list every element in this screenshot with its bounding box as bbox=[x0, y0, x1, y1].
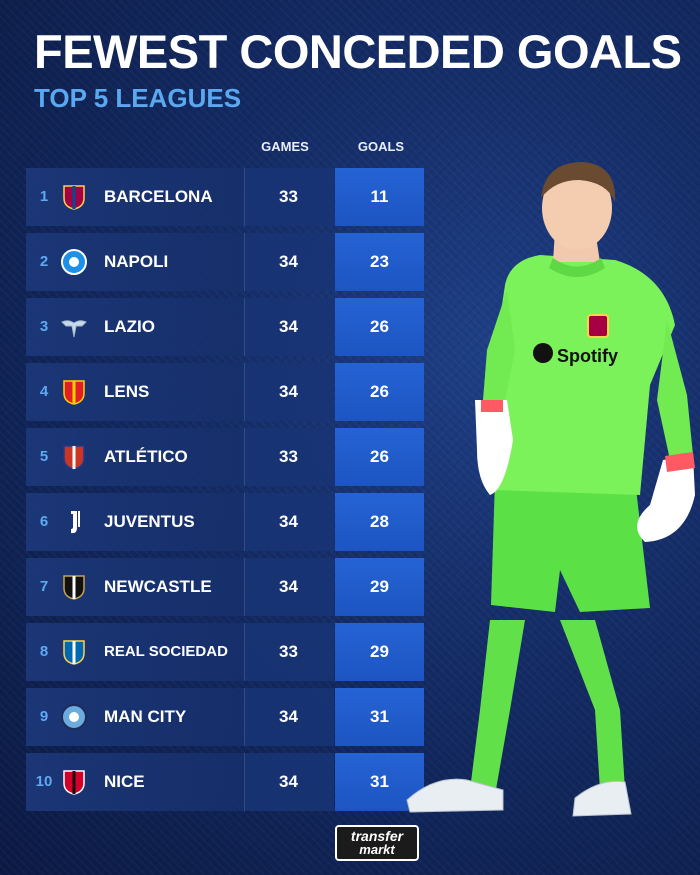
row-background bbox=[26, 363, 244, 421]
row-background bbox=[26, 298, 244, 356]
table-row: 6 JUVENTUS 34 28 bbox=[0, 493, 440, 551]
goals-cell-background bbox=[335, 493, 424, 551]
rank-number: 10 bbox=[35, 773, 53, 790]
games-value: 33 bbox=[279, 187, 298, 206]
goalkeeper-illustration: Spotify bbox=[406, 162, 695, 817]
goals-cell-background bbox=[335, 298, 424, 356]
standings-table: 1 BARCELONA 33 11 2 NAPOLI 34 23 3 LAZIO 34 26 4 LENS… bbox=[0, 168, 440, 818]
brand-line-1: transfer bbox=[350, 828, 404, 844]
goals-value: 26 bbox=[370, 447, 389, 466]
goals-cell-background bbox=[335, 233, 424, 291]
row-background bbox=[26, 753, 244, 811]
games-cell-background bbox=[244, 688, 334, 746]
goals-cell-background bbox=[335, 363, 424, 421]
rank-number: 6 bbox=[39, 513, 49, 530]
games-value: 34 bbox=[279, 577, 298, 596]
rank-number: 5 bbox=[39, 448, 49, 465]
games-value: 34 bbox=[279, 317, 298, 336]
table-row: 9 MAN CITY 34 31 bbox=[0, 688, 440, 746]
rank-number: 1 bbox=[39, 188, 49, 205]
team-name: ATLÉTICO bbox=[104, 447, 188, 466]
goals-value: 28 bbox=[370, 512, 389, 531]
games-value: 34 bbox=[279, 252, 298, 271]
man-city-crest-icon bbox=[61, 704, 87, 730]
table-row: 1 BARCELONA 33 11 bbox=[0, 168, 440, 226]
atletico-crest-icon bbox=[63, 445, 85, 470]
games-value: 34 bbox=[279, 707, 298, 726]
rank-number: 3 bbox=[39, 318, 49, 335]
table-row: 2 NAPOLI 34 23 bbox=[0, 233, 440, 291]
team-name: NAPOLI bbox=[104, 252, 169, 271]
team-name: LENS bbox=[104, 382, 150, 401]
row-background bbox=[26, 623, 244, 681]
rank-number: 7 bbox=[39, 578, 49, 595]
games-value: 33 bbox=[279, 642, 298, 661]
table-row: 7 NEWCASTLE 34 29 bbox=[0, 558, 440, 616]
goals-value: 26 bbox=[370, 382, 389, 401]
team-name: MAN CITY bbox=[104, 707, 187, 726]
rank-number: 4 bbox=[39, 383, 49, 400]
team-name: LAZIO bbox=[104, 317, 155, 336]
juventus-j-icon bbox=[71, 511, 80, 534]
team-name: BARCELONA bbox=[104, 187, 213, 206]
goals-value: 31 bbox=[370, 772, 389, 791]
team-name: NICE bbox=[104, 772, 145, 791]
row-background bbox=[26, 558, 244, 616]
goals-value: 23 bbox=[370, 252, 389, 271]
goals-cell-background bbox=[335, 428, 424, 486]
games-cell-background bbox=[244, 623, 334, 681]
team-name: NEWCASTLE bbox=[104, 577, 212, 596]
row-background bbox=[26, 168, 244, 226]
games-cell-background bbox=[244, 493, 334, 551]
real-sociedad-crest-icon bbox=[63, 640, 85, 665]
goals-value: 26 bbox=[370, 317, 389, 336]
table-row: 8 REAL SOCIEDAD 33 29 bbox=[0, 623, 440, 681]
column-header-games: GAMES bbox=[261, 139, 309, 154]
column-header-goals: GOALS bbox=[357, 139, 405, 154]
games-cell-background bbox=[244, 428, 334, 486]
games-cell-background bbox=[244, 558, 334, 616]
games-value: 34 bbox=[279, 382, 298, 401]
team-name: JUVENTUS bbox=[104, 512, 195, 531]
games-cell-background bbox=[244, 233, 334, 291]
goals-value: 11 bbox=[370, 187, 389, 206]
team-name: REAL SOCIEDAD bbox=[104, 643, 228, 660]
table-row: 5 ATLÉTICO 33 26 bbox=[0, 428, 440, 486]
rank-number: 2 bbox=[39, 253, 49, 270]
row-background bbox=[26, 493, 244, 551]
table-row: 10 NICE 34 31 bbox=[0, 753, 440, 811]
games-cell-background bbox=[244, 168, 334, 226]
page-subtitle: TOP 5 LEAGUES bbox=[34, 83, 242, 113]
goals-cell-background bbox=[335, 623, 424, 681]
sponsor-text: Spotify bbox=[557, 346, 618, 366]
table-row: 4 LENS 34 26 bbox=[0, 363, 440, 421]
barcelona-crest-icon bbox=[63, 185, 85, 210]
goals-value: 31 bbox=[370, 707, 389, 726]
goals-cell-background bbox=[335, 168, 424, 226]
games-value: 34 bbox=[279, 772, 298, 791]
nice-crest-icon bbox=[63, 770, 85, 795]
goals-value: 29 bbox=[370, 577, 389, 596]
goals-cell-background bbox=[335, 558, 424, 616]
games-value: 33 bbox=[279, 447, 298, 466]
lens-crest-icon bbox=[63, 380, 85, 405]
table-row: 3 LAZIO 34 26 bbox=[0, 298, 440, 356]
brand-line-2: markt bbox=[359, 842, 395, 857]
games-value: 34 bbox=[279, 512, 298, 531]
goals-value: 29 bbox=[370, 642, 389, 661]
rank-number: 8 bbox=[39, 643, 49, 660]
goals-cell-background bbox=[335, 688, 424, 746]
page-title: FEWEST CONCEDED GOALS bbox=[34, 25, 682, 78]
newcastle-crest-icon bbox=[63, 575, 85, 600]
games-cell-background bbox=[244, 298, 334, 356]
napoli-crest-icon bbox=[61, 249, 87, 275]
games-cell-background bbox=[244, 363, 334, 421]
transfermarkt-logo: transfer markt bbox=[335, 825, 419, 861]
rank-number: 9 bbox=[39, 708, 49, 725]
games-cell-background bbox=[244, 753, 334, 811]
lazio-eagle-icon bbox=[61, 320, 87, 338]
row-background bbox=[26, 428, 244, 486]
